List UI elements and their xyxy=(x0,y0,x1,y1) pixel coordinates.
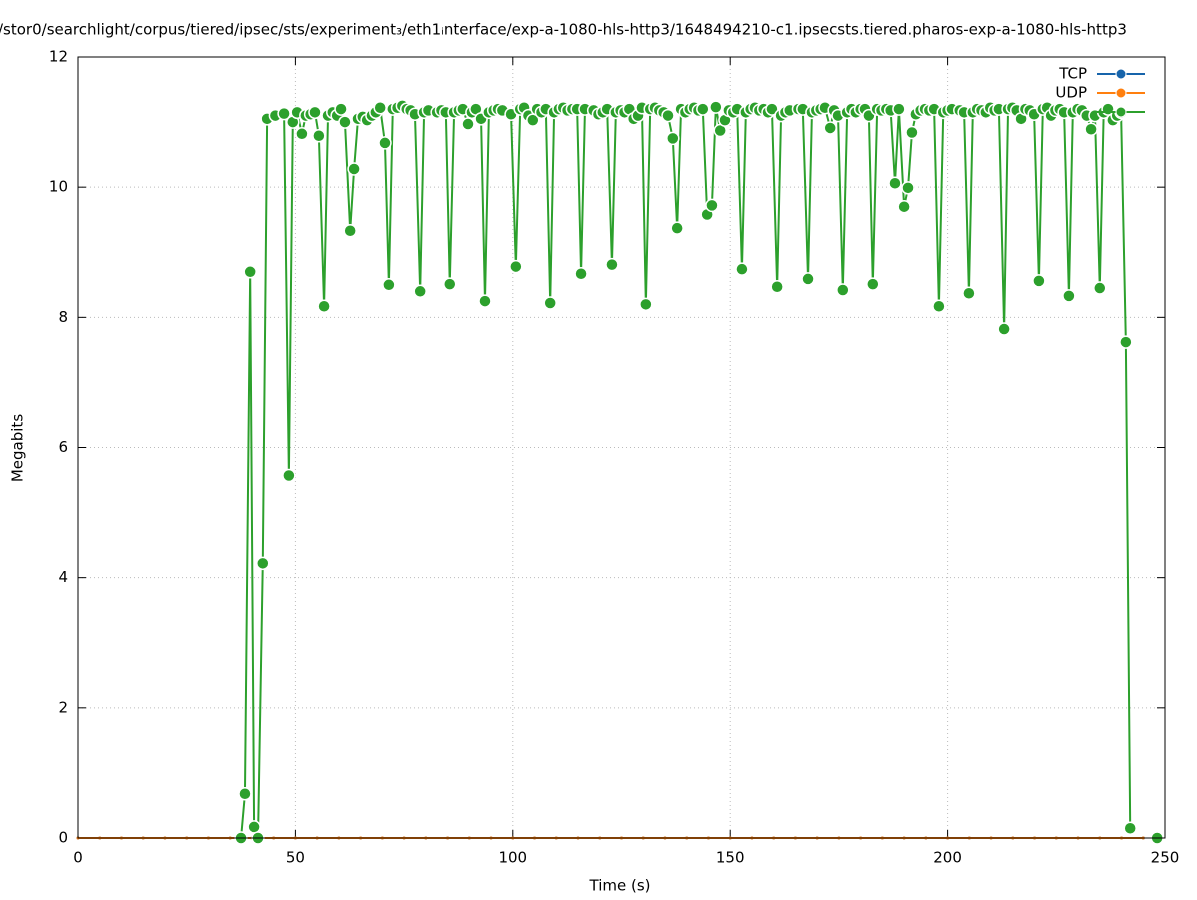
x-axis-label: Time (s) xyxy=(589,877,651,895)
data-point xyxy=(277,106,291,121)
data-point xyxy=(334,102,348,116)
data-point xyxy=(801,272,815,286)
data-point xyxy=(897,199,911,214)
data-point xyxy=(696,102,710,116)
data-point xyxy=(962,286,976,301)
data-point xyxy=(709,100,723,114)
data-point xyxy=(605,257,619,272)
data-point xyxy=(382,278,396,292)
data-point xyxy=(670,221,684,235)
data-point xyxy=(243,265,257,279)
data-point xyxy=(574,266,588,281)
data-point xyxy=(282,468,296,483)
data-point xyxy=(347,162,361,176)
data-point xyxy=(836,283,850,297)
data-point xyxy=(905,125,919,140)
legend-marker xyxy=(1115,87,1127,99)
data-point xyxy=(1084,122,1098,136)
data-point xyxy=(373,101,387,115)
grid xyxy=(77,56,1166,839)
data-point xyxy=(888,176,902,191)
y-axis-label: Megabits xyxy=(9,414,27,482)
data-point xyxy=(509,259,523,274)
legend-marker xyxy=(1115,68,1127,80)
data-point xyxy=(343,224,357,238)
data-point xyxy=(338,115,352,129)
data-point xyxy=(1032,274,1046,288)
data-point xyxy=(823,121,837,135)
y-tick-label: 10 xyxy=(49,178,68,196)
x-tick-label: 50 xyxy=(286,849,305,867)
data-point xyxy=(1093,281,1107,295)
data-point xyxy=(666,131,680,146)
data-point xyxy=(639,297,653,312)
data-point xyxy=(238,786,252,801)
chart-title: /stor0/searchlight/corpus/tiered/ipsec/s… xyxy=(0,21,1127,39)
data-point xyxy=(461,117,475,131)
x-tick-label: 200 xyxy=(933,849,962,867)
y-tick-label: 4 xyxy=(58,568,68,586)
data-point xyxy=(661,108,675,123)
data-point xyxy=(413,284,427,299)
y-tick-label: 6 xyxy=(58,438,68,456)
data-point xyxy=(295,127,309,141)
data-point xyxy=(892,102,906,116)
data-point xyxy=(770,279,784,294)
data-point xyxy=(317,299,331,314)
data-point xyxy=(901,181,915,195)
data-point xyxy=(443,277,457,291)
data-point xyxy=(308,105,322,120)
data-point xyxy=(932,299,946,314)
data-point xyxy=(478,294,492,308)
data-point xyxy=(1119,335,1133,349)
data-point xyxy=(765,102,779,116)
series-line xyxy=(240,104,1132,839)
data-point xyxy=(1123,821,1137,835)
data-point xyxy=(705,198,719,213)
y-tick-label: 8 xyxy=(58,308,68,326)
y-tick-label: 12 xyxy=(49,48,68,66)
legend-label: UDP xyxy=(1055,84,1087,102)
data-point xyxy=(997,322,1011,336)
data-point xyxy=(543,296,557,310)
data-point xyxy=(1062,289,1076,303)
legend-label: TCP xyxy=(1058,65,1087,83)
data-point xyxy=(735,262,749,276)
x-tick-label: 100 xyxy=(498,849,527,867)
data-point xyxy=(378,136,392,150)
x-tick-label: 150 xyxy=(716,849,745,867)
plot xyxy=(76,99,1164,845)
y-tick-label: 2 xyxy=(58,698,68,716)
data-point xyxy=(312,129,326,143)
legend-marker xyxy=(1115,106,1127,118)
y-tick-label: 0 xyxy=(58,829,68,847)
data-point xyxy=(256,556,270,571)
data-point xyxy=(247,820,261,834)
plot-frame xyxy=(77,56,1166,839)
data-point xyxy=(866,277,880,291)
x-tick-label: 0 xyxy=(73,849,83,867)
x-tick-label: 250 xyxy=(1151,849,1180,867)
